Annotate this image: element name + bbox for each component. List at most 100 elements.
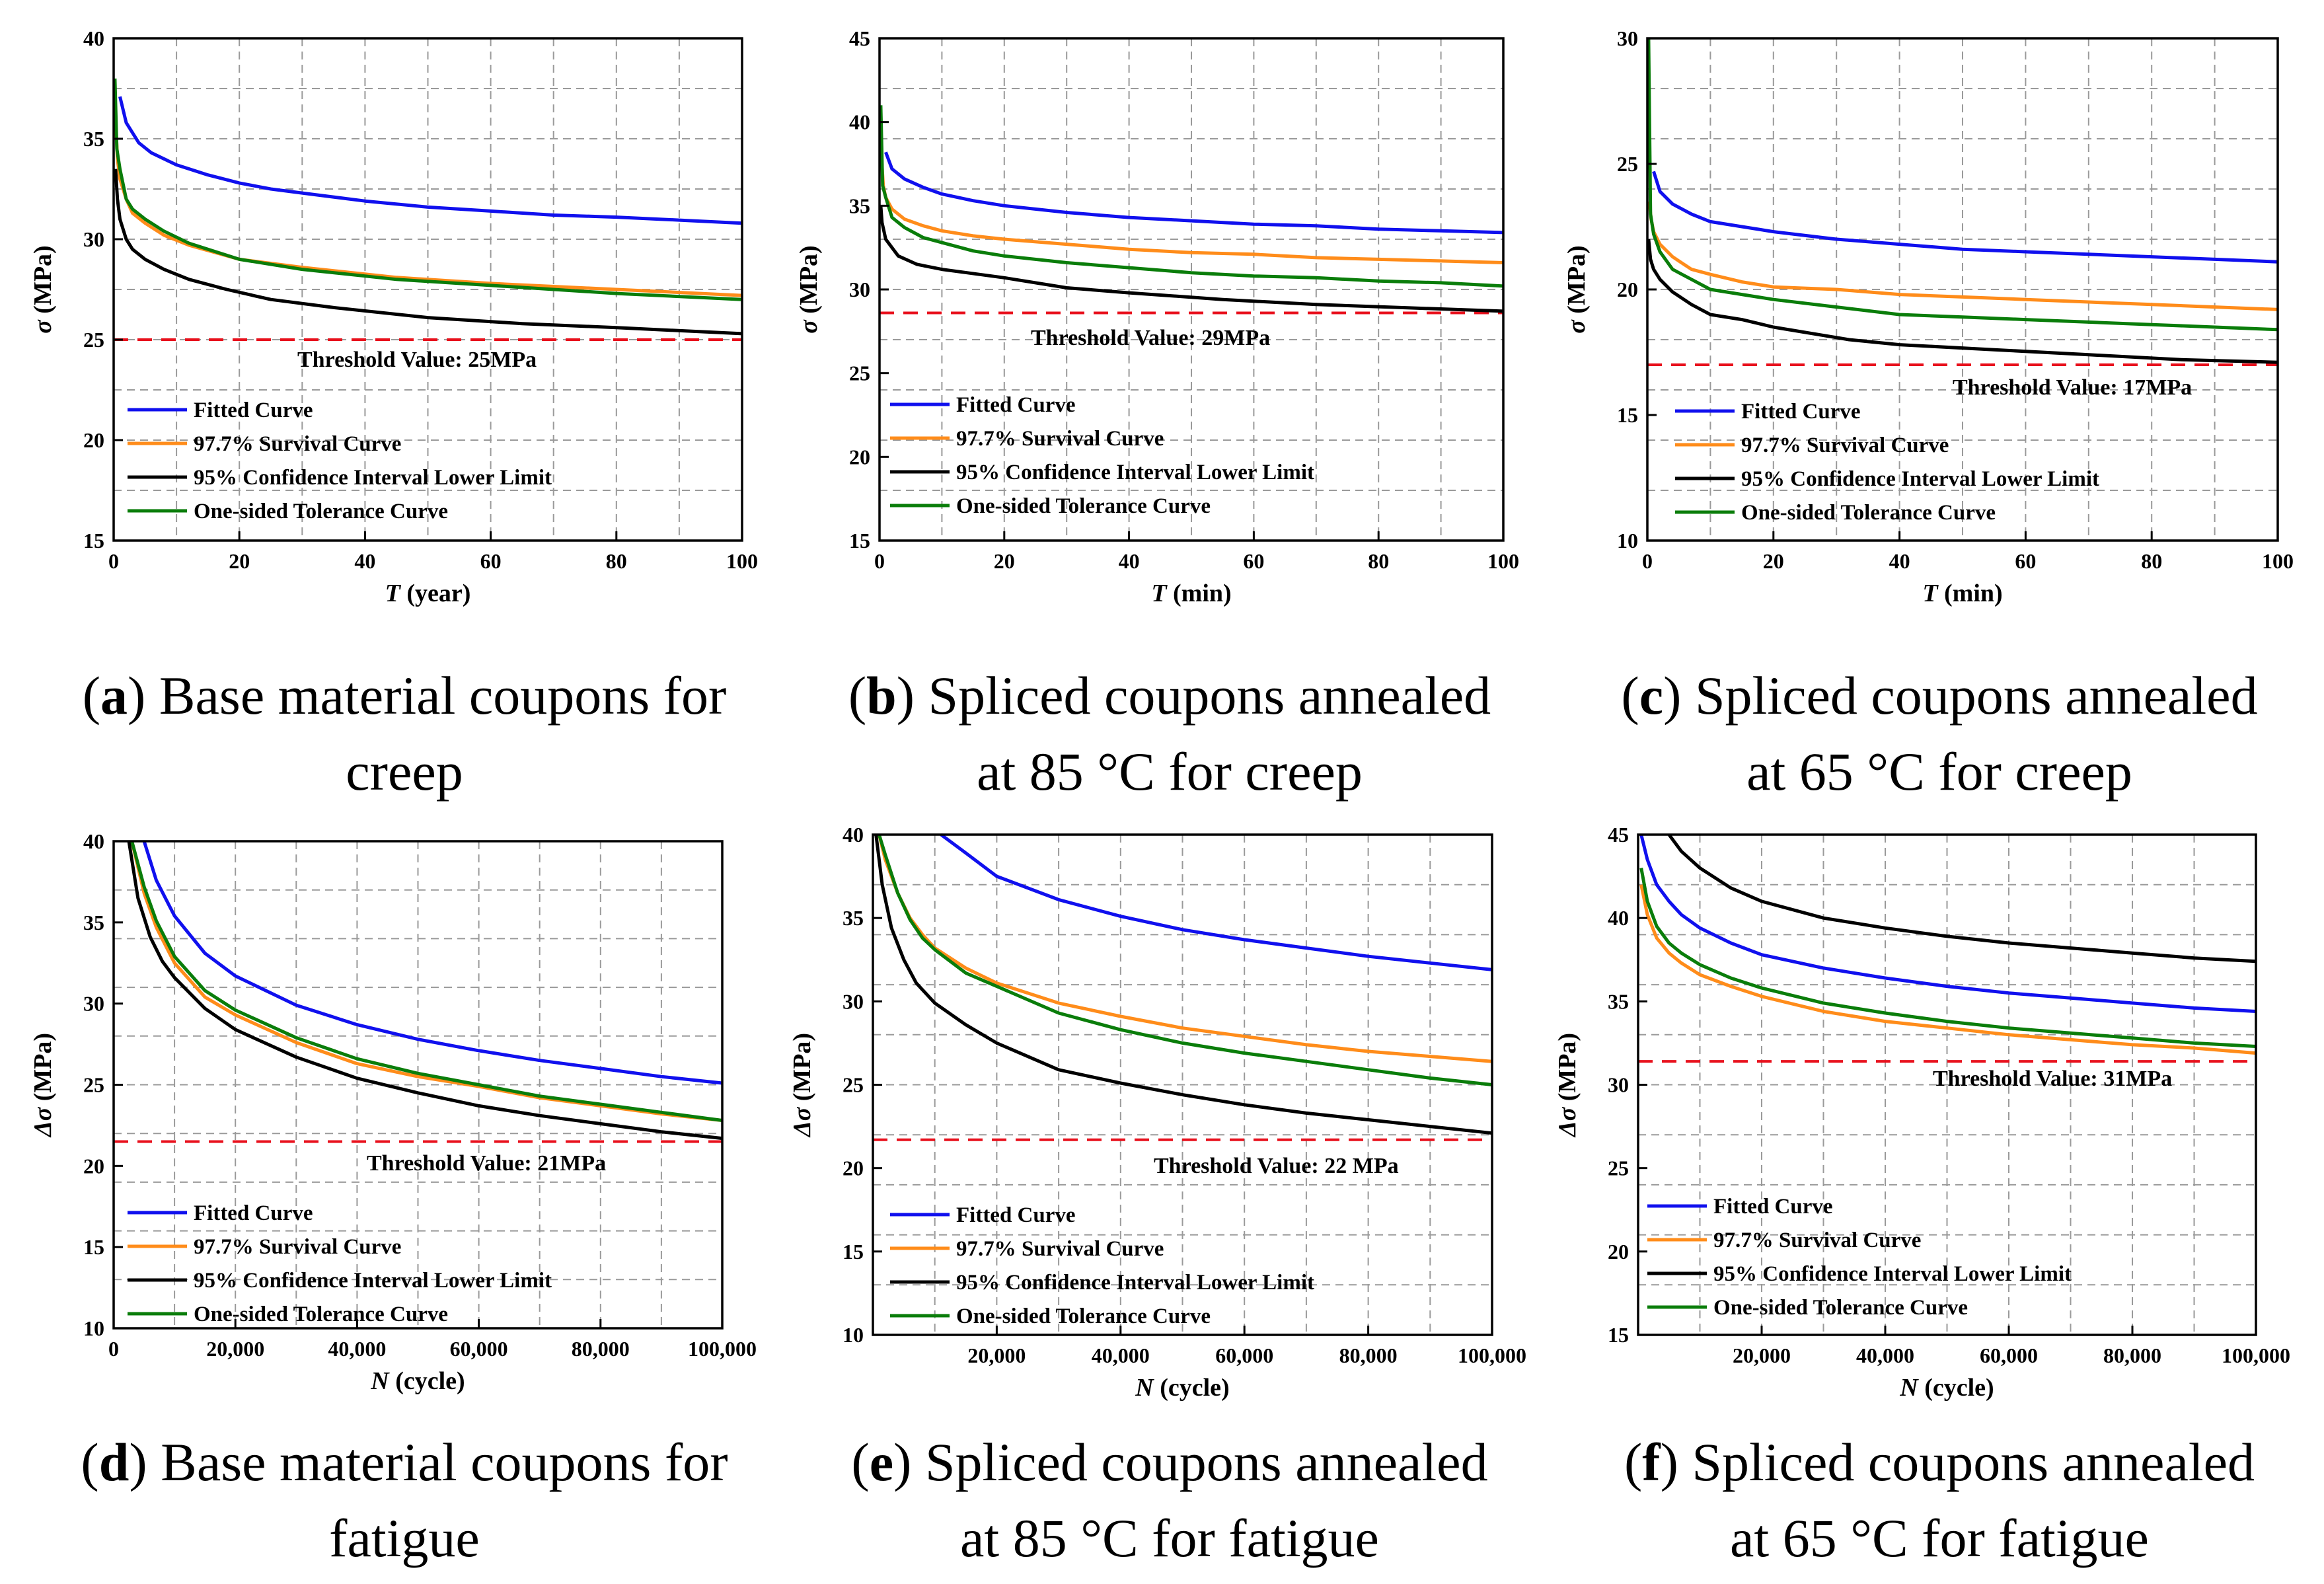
- caption-letter: c: [1639, 665, 1663, 726]
- caption-line-2: at 65 °C for creep: [1746, 741, 2132, 802]
- legend-label: One-sided Tolerance Curve: [1713, 1296, 1968, 1320]
- series-line-confidence: [127, 841, 723, 1141]
- y-tick-label: 10: [83, 1316, 104, 1340]
- y-tick-label: 30: [849, 278, 870, 301]
- x-axis-label: T (min): [1922, 580, 2002, 607]
- y-axis-symbol: Δσ: [1554, 1106, 1581, 1138]
- series-lines: [874, 833, 1493, 1135]
- y-tick-label: 20: [849, 445, 870, 469]
- y-tick-label: 10: [1617, 529, 1638, 552]
- series-line-fitted: [118, 96, 743, 225]
- x-axis-symbol: T: [385, 580, 402, 607]
- y-tick-label: 40: [83, 26, 104, 50]
- x-tick-label: 80,000: [1339, 1343, 1398, 1367]
- threshold-label: Threshold Value: 31MPa: [1933, 1067, 2172, 1091]
- x-tick-label: 80: [606, 549, 627, 573]
- legend: Fitted Curve 97.7% Survival Curve 95% Conf…: [890, 393, 1314, 518]
- x-tick-label: 40: [354, 549, 375, 573]
- y-tick-label: 20: [83, 428, 104, 452]
- caption-text: Base material coupons for: [147, 1432, 728, 1492]
- series-lines: [879, 105, 1504, 313]
- y-tick-label: 15: [1617, 403, 1638, 427]
- legend-label: 97.7% Survival Curve: [956, 427, 1164, 451]
- x-axis-symbol: N: [370, 1367, 390, 1395]
- y-axis-label: σ (MPa): [29, 245, 57, 333]
- x-tick-label: 40: [1889, 549, 1910, 573]
- series-line-survival: [880, 155, 1504, 264]
- chart-panel-c: 0 20 40 60 80 100 10 15 20 25 30 T (min) σ (MPa) Thre…: [1563, 26, 2294, 607]
- x-axis-symbol: N: [1135, 1374, 1154, 1402]
- caption-f: (f) Spliced coupons annealed at 65 °C for…: [1624, 1432, 2255, 1568]
- x-tick-label: 100,000: [688, 1337, 757, 1361]
- legend-label: 95% Confidence Interval Lower Limit: [194, 466, 552, 490]
- caption-line-1: (e) Spliced coupons annealed: [851, 1432, 1487, 1492]
- y-tick-label: 40: [83, 829, 104, 853]
- y-tick-label: 15: [1608, 1323, 1629, 1347]
- x-tick-label: 40: [1119, 549, 1140, 573]
- caption-a: (a) Base material coupons for creep: [83, 665, 727, 802]
- x-tick-label: 20,000: [967, 1343, 1026, 1367]
- x-axis-unit: (cycle): [389, 1367, 465, 1395]
- series-line-tolerance: [113, 78, 743, 301]
- legend-label: 97.7% Survival Curve: [1713, 1228, 1921, 1252]
- x-tick-label: 0: [874, 549, 885, 573]
- caption-e: (e) Spliced coupons annealed at 85 °C for…: [851, 1432, 1487, 1568]
- y-tick-label: 15: [83, 529, 104, 552]
- legend: Fitted Curve 97.7% Survival Curve 95% Conf…: [890, 1203, 1314, 1328]
- chart-panel-e: 20,000 40,000 60,000 80,000 100,000 10 15 20 25 3…: [788, 823, 1526, 1402]
- x-tick-label: 60,000: [1215, 1343, 1273, 1367]
- y-tick-label: 35: [843, 906, 864, 930]
- y-axis-symbol: Δσ: [29, 1106, 57, 1138]
- x-tick-label: 100: [2262, 549, 2294, 573]
- series-line-confidence: [114, 169, 743, 336]
- series-lines: [1639, 833, 2257, 1055]
- x-tick-label: 60: [2015, 549, 2036, 573]
- x-tick-label: 80: [2141, 549, 2162, 573]
- threshold-label: Threshold Value: 22 MPa: [1154, 1154, 1399, 1178]
- y-axis-label: Δσ (MPa): [1554, 1033, 1581, 1138]
- chart-panel-d: 0 20,000 40,000 60,000 80,000 100,000 10 15 20 25…: [29, 829, 757, 1395]
- x-tick-label: 40,000: [1856, 1343, 1914, 1367]
- x-axis-symbol: T: [1922, 580, 1939, 607]
- legend-label: 97.7% Survival Curve: [956, 1237, 1164, 1261]
- y-tick-label: 25: [843, 1073, 864, 1097]
- x-tick-label: 20: [229, 549, 250, 573]
- caption-text: Spliced coupons annealed: [1681, 665, 2257, 726]
- x-axis-symbol: T: [1151, 580, 1168, 607]
- y-axis-unit: (MPa): [788, 1033, 816, 1108]
- x-tick-label: 60: [1243, 549, 1264, 573]
- y-axis-symbol: σ: [1563, 319, 1591, 334]
- caption-c: (c) Spliced coupons annealed at 65 °C for…: [1621, 665, 2257, 802]
- series-line-fitted: [1639, 834, 2257, 1013]
- y-tick-label: 25: [83, 1073, 104, 1097]
- series-line-confidence: [874, 834, 1493, 1135]
- x-tick-label: 100,000: [2222, 1343, 2290, 1367]
- x-tick-label: 100,000: [1458, 1343, 1526, 1367]
- series-line-survival: [1639, 884, 2257, 1055]
- series-line-tolerance: [879, 105, 1504, 288]
- y-tick-label: 30: [1617, 26, 1638, 50]
- y-tick-label: 35: [1608, 989, 1629, 1013]
- chart-panel-f: 20,000 40,000 60,000 80,000 100,000 15 20 25 30 3…: [1554, 823, 2290, 1402]
- caption-letter: d: [99, 1432, 130, 1492]
- threshold-label: Threshold Value: 29MPa: [1031, 326, 1270, 350]
- legend-label: Fitted Curve: [194, 1201, 313, 1225]
- x-axis-label: N (cycle): [370, 1367, 465, 1395]
- y-axis-unit: (MPa): [795, 245, 823, 320]
- x-tick-label: 40,000: [328, 1337, 386, 1361]
- series-line-fitted: [142, 841, 723, 1085]
- legend-label: 95% Confidence Interval Lower Limit: [1713, 1262, 2072, 1286]
- caption-line-1: (b) Spliced coupons annealed: [848, 665, 1491, 726]
- x-tick-label: 60,000: [1980, 1343, 2038, 1367]
- x-axis-unit: (cycle): [1918, 1374, 1994, 1402]
- legend-label: 97.7% Survival Curve: [1741, 434, 1949, 457]
- y-tick-label: 35: [83, 127, 104, 151]
- legend-label: 95% Confidence Interval Lower Limit: [194, 1269, 552, 1293]
- legend-label: Fitted Curve: [194, 398, 313, 422]
- chart-panel-b: 0 20 40 60 80 100 15 20 25 30 35 40 45 T (min) σ (MPa)…: [795, 26, 1519, 607]
- caption-text: Base material coupons for: [145, 665, 726, 726]
- plot-frame: [112, 37, 743, 542]
- series-line-tolerance: [130, 841, 723, 1122]
- y-axis-unit: (MPa): [29, 245, 57, 320]
- x-tick-label: 0: [1642, 549, 1653, 573]
